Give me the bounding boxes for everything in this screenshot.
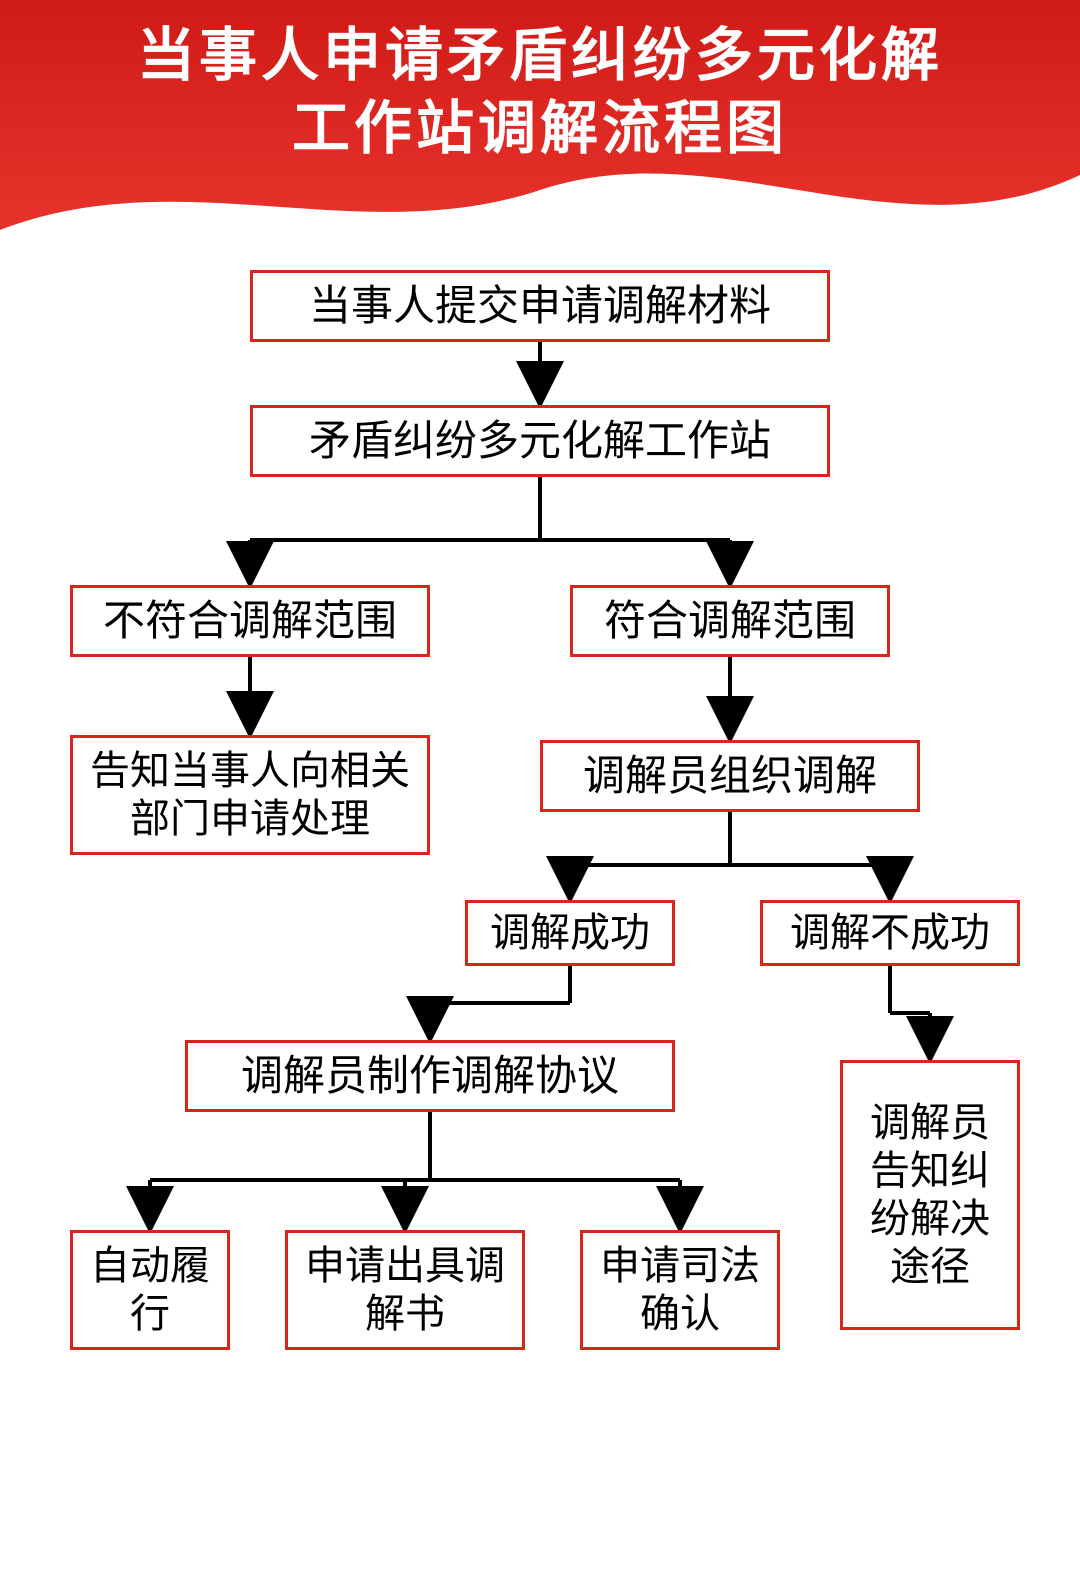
flowchart-area: 当事人提交申请调解材料矛盾纠纷多元化解工作站不符合调解范围 符合调解范围告知当事人… bbox=[0, 260, 1080, 1571]
flow-node-n2: 矛盾纠纷多元化解工作站 bbox=[250, 405, 830, 477]
flow-node-n8: 调解不成功 bbox=[760, 900, 1020, 966]
flow-node-n1: 当事人提交申请调解材料 bbox=[250, 270, 830, 342]
flow-node-n9: 调解员制作调解协议 bbox=[185, 1040, 675, 1112]
flow-node-n12: 申请出具调解书 bbox=[285, 1230, 525, 1350]
header-banner: 当事人申请矛盾纠纷多元化解 工作站调解流程图 bbox=[0, 0, 1080, 260]
title-line-2: 工作站调解流程图 bbox=[0, 93, 1080, 166]
flow-node-n11: 自动履行 bbox=[70, 1230, 230, 1350]
page-title: 当事人申请矛盾纠纷多元化解 工作站调解流程图 bbox=[0, 20, 1080, 165]
flow-node-n4: 符合调解范围 bbox=[570, 585, 890, 657]
flow-node-n10: 调解员告知纠纷解决途径 bbox=[840, 1060, 1020, 1330]
flow-node-n3: 不符合调解范围 bbox=[70, 585, 430, 657]
flow-node-n5: 告知当事人向相关部门申请处理 bbox=[70, 735, 430, 855]
flow-node-n13: 申请司法确认 bbox=[580, 1230, 780, 1350]
flow-node-n7: 调解成功 bbox=[465, 900, 675, 966]
title-line-1: 当事人申请矛盾纠纷多元化解 bbox=[0, 20, 1080, 93]
flow-node-n6: 调解员组织调解 bbox=[540, 740, 920, 812]
